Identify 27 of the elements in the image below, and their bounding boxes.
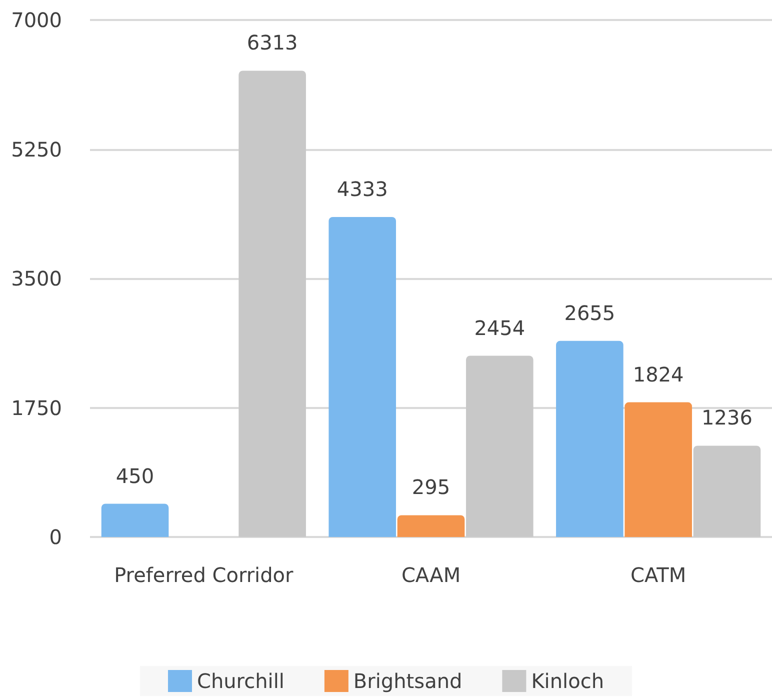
data-label: 1236: [702, 406, 752, 430]
x-tick-label: Preferred Corridor: [114, 563, 294, 587]
y-tick-label: 1750: [11, 396, 62, 420]
data-label: 2655: [564, 300, 616, 325]
bar: [238, 70, 306, 537]
bar: [556, 340, 624, 537]
y-tick-label: 5250: [11, 137, 62, 162]
bar: [693, 446, 761, 537]
data-label: 1824: [632, 362, 684, 386]
bar: [328, 216, 396, 537]
legend-label: Kinloch: [531, 669, 604, 693]
data-label: 2454: [474, 316, 526, 340]
x-tick-label: CATM: [630, 563, 686, 587]
y-tick-label: 0: [49, 525, 62, 549]
data-label: 450: [116, 464, 154, 488]
bar: [624, 402, 692, 537]
bar: [466, 356, 534, 537]
legend-label: Brightsand: [353, 669, 462, 693]
data-label: 6313: [246, 30, 298, 55]
bar: [397, 515, 465, 537]
legend-label: Churchill: [196, 669, 284, 693]
y-tick-label: 7000: [11, 8, 62, 32]
data-label: 4333: [336, 176, 388, 201]
x-tick-label: CAAM: [401, 563, 461, 587]
data-label: 295: [412, 475, 450, 500]
y-tick-label: 3500: [11, 266, 62, 290]
bar: [101, 504, 169, 537]
